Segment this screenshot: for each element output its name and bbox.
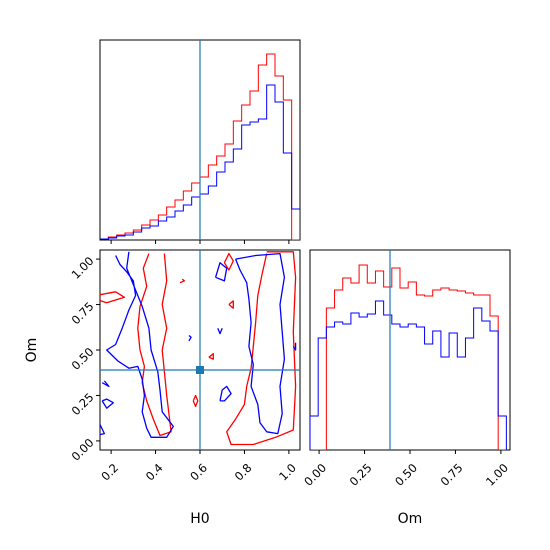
contour-y-tick-label: 1.00 bbox=[69, 254, 97, 282]
contour-line-blue bbox=[106, 251, 174, 438]
om-marginal-x-tick-label: 0.25 bbox=[347, 461, 375, 489]
contour-x-tick-label: 0.6 bbox=[187, 461, 210, 484]
x-axis-title-h0: H0 bbox=[190, 511, 209, 527]
contour-y-tick-label: 0.25 bbox=[69, 390, 97, 418]
h0-marginal-histogram-panel bbox=[99, 39, 301, 244]
h0-om-contour-panel: 0.2 0.4 0.6 0.8 1.0 0.00 0.25 0.50 0.75 1.00 bbox=[69, 249, 301, 484]
contour-line-blue bbox=[214, 262, 228, 282]
contour-line-red bbox=[208, 352, 214, 360]
contour-x-tick-label: 1.0 bbox=[276, 461, 299, 484]
om-marginal-histogram-panel: 0.00 0.25 0.50 0.75 1.00 bbox=[301, 249, 511, 489]
om-marginal-x-tick-label: 0.50 bbox=[392, 461, 420, 489]
contour-y-tick-label: 0.00 bbox=[69, 436, 97, 464]
contour-y-tick-label: 0.50 bbox=[69, 345, 97, 373]
contour-line-blue bbox=[188, 334, 192, 342]
contour-truth-marker bbox=[196, 366, 204, 374]
contour-x-tick-label: 0.2 bbox=[98, 461, 121, 484]
contour-line-red bbox=[226, 251, 297, 446]
contour-y-tick-label: 0.75 bbox=[69, 299, 97, 327]
contour-line-red bbox=[192, 394, 199, 408]
contour-line-red bbox=[223, 252, 234, 271]
contour-line-blue bbox=[101, 398, 114, 409]
om-marginal-x-tick-label: 0.00 bbox=[301, 461, 329, 489]
contour-line-blue bbox=[219, 385, 232, 402]
contour-x-tick-label: 0.4 bbox=[143, 461, 166, 484]
contour-line-red bbox=[100, 291, 126, 304]
om-marginal-frame bbox=[309, 249, 511, 451]
om-marginal-blue-histogram-step bbox=[310, 300, 507, 450]
contour-line-red bbox=[179, 278, 186, 284]
contour-line-blue bbox=[100, 424, 106, 436]
y-axis-title-om: Om bbox=[24, 338, 40, 363]
contour-line-red bbox=[228, 300, 234, 309]
contour-line-blue bbox=[217, 327, 223, 335]
om-marginal-x-tick-label: 0.75 bbox=[438, 461, 466, 489]
om-marginal-red-histogram-step bbox=[310, 264, 507, 450]
om-marginal-x-tick-label: 1.00 bbox=[483, 461, 511, 489]
contour-x-tick-label: 0.8 bbox=[232, 461, 255, 484]
contour-line-blue bbox=[101, 380, 110, 388]
contour-line-red bbox=[137, 253, 172, 437]
contour-line-blue bbox=[292, 342, 297, 351]
x-axis-title-om: Om bbox=[398, 511, 423, 527]
contour-line-blue bbox=[234, 252, 286, 435]
